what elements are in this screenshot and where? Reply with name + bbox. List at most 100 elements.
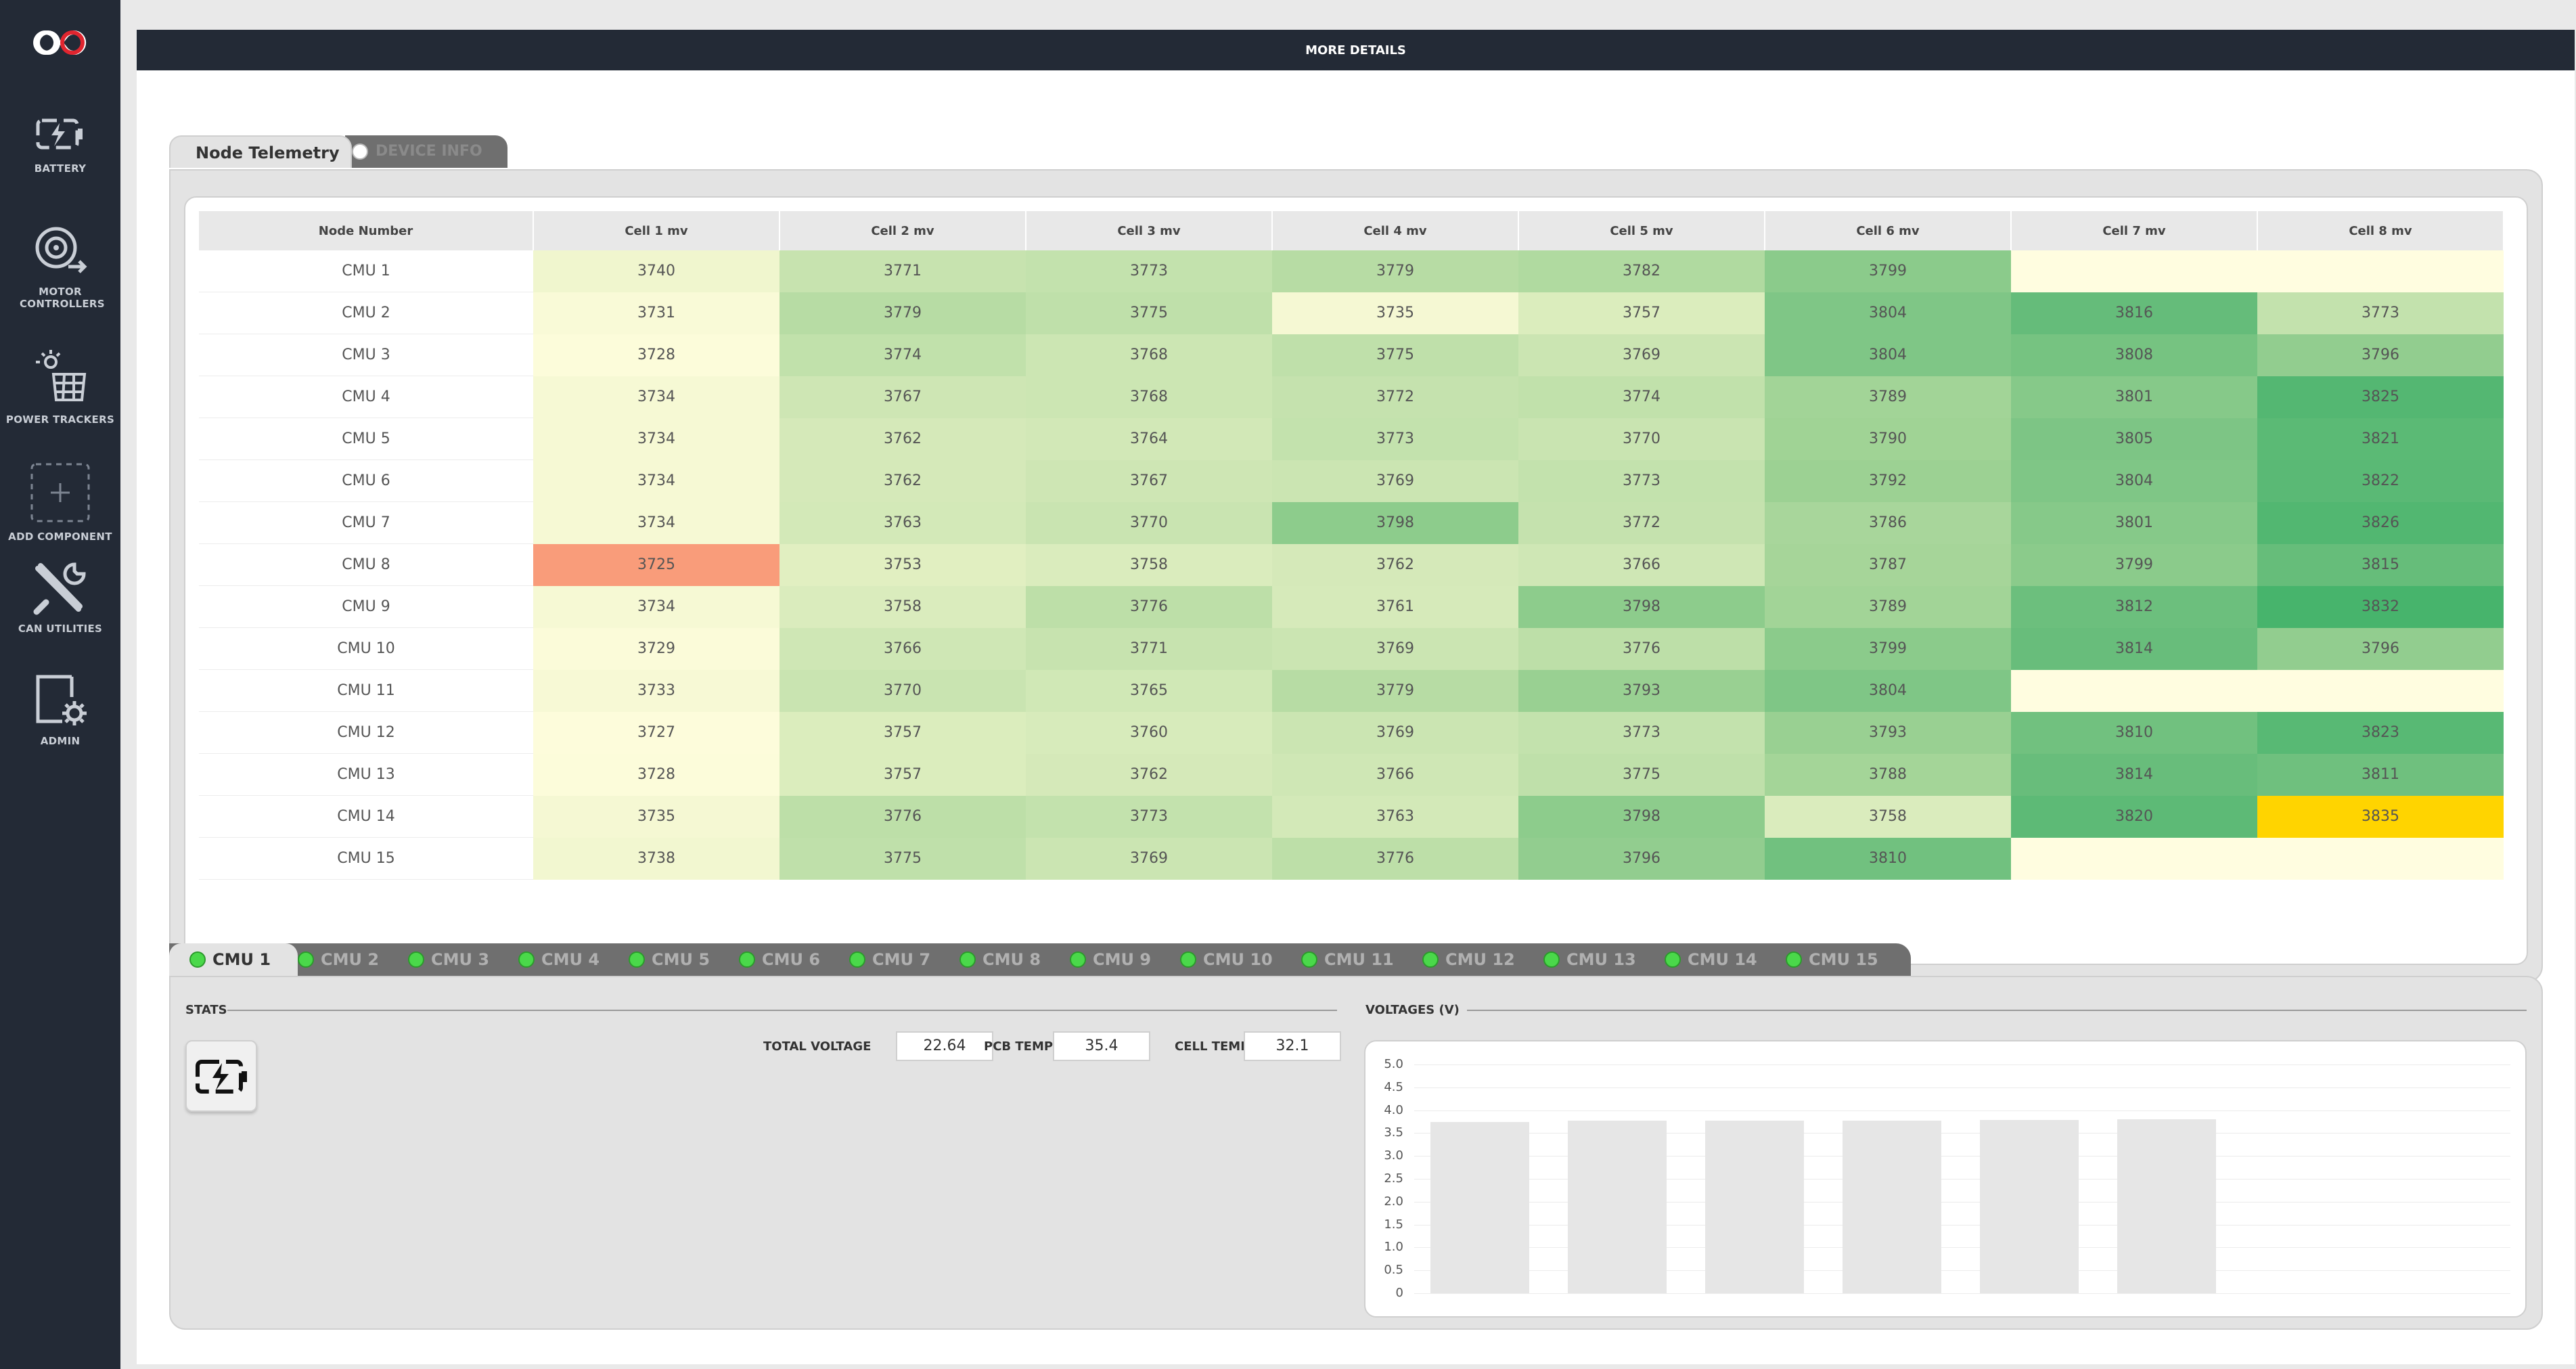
stats-divider <box>227 1010 1337 1011</box>
table-row[interactable]: CMU 8 3725 3753 3758 3762 3766 3787 3799 3815 <box>199 543 2504 586</box>
table-row[interactable]: CMU 4 3734 3767 3768 3772 3774 3789 3801 3825 <box>199 376 2504 418</box>
table-row[interactable]: CMU 2 3731 3779 3775 3735 3757 3804 3816 3773 <box>199 292 2504 334</box>
tab-cmu-8[interactable]: CMU 8 <box>959 943 1070 976</box>
voltage-bar[interactable] <box>1980 1120 2079 1293</box>
cell-voltage: 3729 <box>533 627 779 670</box>
tab-cmu-6[interactable]: CMU 6 <box>739 943 849 976</box>
cell-voltage: 3779 <box>1272 250 1518 292</box>
add-component-icon <box>0 462 120 526</box>
column-header[interactable]: Cell 2 mv <box>779 211 1026 250</box>
cell-voltage: 3773 <box>1026 795 1272 838</box>
tab-cmu-10[interactable]: CMU 10 <box>1180 943 1301 976</box>
column-header[interactable]: Cell 5 mv <box>1518 211 1765 250</box>
tab-cmu-5[interactable]: CMU 5 <box>629 943 739 976</box>
battery-charging-icon <box>0 116 120 154</box>
status-dot-icon <box>849 951 865 968</box>
voltage-bar[interactable] <box>1705 1120 1804 1293</box>
sidebar-item-add-component[interactable]: ADD COMPONENT <box>0 462 120 543</box>
cell-voltage: 3766 <box>1272 753 1518 796</box>
cell-voltage: 3735 <box>1272 292 1518 334</box>
cell-voltage: 3763 <box>779 501 1026 544</box>
table-row[interactable]: CMU 15 3738 3775 3769 3776 3796 3810 <box>199 837 2504 880</box>
voltage-bar[interactable] <box>1843 1120 1941 1293</box>
cell-voltage: 3765 <box>1026 669 1272 712</box>
status-dot-icon <box>518 951 535 968</box>
sidebar-item-power-trackers[interactable]: POWER TRACKERS <box>0 349 120 426</box>
status-dot-icon <box>408 951 424 968</box>
cell-voltage: 3731 <box>533 292 779 334</box>
app-logo-icon[interactable] <box>30 26 91 62</box>
column-header[interactable]: Cell 7 mv <box>2011 211 2258 250</box>
tools-icon <box>0 559 120 620</box>
table-row[interactable]: CMU 14 3735 3776 3773 3763 3798 3758 3820 3835 <box>199 795 2504 838</box>
cmu-tab-label: CMU 6 <box>762 950 821 969</box>
tab-cmu-14[interactable]: CMU 14 <box>1665 943 1786 976</box>
tab-cmu-1[interactable]: CMU 1 <box>169 943 298 976</box>
cell-voltage: 3787 <box>1765 543 2011 586</box>
motor-controller-icon <box>0 223 120 280</box>
column-header[interactable]: Cell 4 mv <box>1272 211 1519 250</box>
cell-voltage: 3810 <box>2011 711 2257 754</box>
table-row[interactable]: CMU 7 3734 3763 3770 3798 3772 3786 3801 3826 <box>199 501 2504 544</box>
sidebar-item-label: ADMIN <box>40 735 81 747</box>
voltage-bar[interactable] <box>1430 1122 1529 1293</box>
tab-cmu-15[interactable]: CMU 15 <box>1786 943 1907 976</box>
voltage-bar[interactable] <box>2117 1119 2216 1293</box>
column-header[interactable]: Cell 8 mv <box>2257 211 2504 250</box>
status-dot-icon <box>1665 951 1681 968</box>
table-row[interactable]: CMU 6 3734 3762 3767 3769 3773 3792 3804 3822 <box>199 459 2504 502</box>
column-header[interactable]: Node Number <box>199 211 534 250</box>
cell-voltage: 3738 <box>533 837 779 880</box>
y-tick-label: 1.5 <box>1384 1217 1403 1232</box>
cmu-panel: STATS VOLTAGES (V) TOTAL VOLTAGE 22.64 P… <box>169 976 2543 1330</box>
tab-node-telemetry[interactable]: Node Telemetry <box>169 135 352 168</box>
table-row[interactable]: CMU 13 3728 3757 3762 3766 3775 3788 3814 3811 <box>199 753 2504 796</box>
cell-voltage: 3725 <box>533 543 779 586</box>
table-row[interactable]: CMU 12 3727 3757 3760 3769 3773 3793 3810 3823 <box>199 711 2504 754</box>
more-details-bar[interactable]: MORE DETAILS <box>137 30 2575 70</box>
column-header[interactable]: Cell 6 mv <box>1765 211 2012 250</box>
cell-voltage: 3822 <box>2257 459 2504 502</box>
sidebar-item-motor-controllers[interactable]: MOTOR CONTROLLERS <box>0 223 120 310</box>
tab-cmu-4[interactable]: CMU 4 <box>518 943 629 976</box>
table-row[interactable]: CMU 11 3733 3770 3765 3779 3793 3804 <box>199 669 2504 712</box>
total-voltage-label: TOTAL VOLTAGE <box>763 1039 872 1054</box>
table-row[interactable]: CMU 5 3734 3762 3764 3773 3770 3790 3805 3821 <box>199 418 2504 460</box>
tab-cmu-11[interactable]: CMU 11 <box>1301 943 1422 976</box>
tab-cmu-2[interactable]: CMU 2 <box>298 943 408 976</box>
sidebar-item-admin[interactable]: ADMIN <box>0 673 120 747</box>
table-row[interactable]: CMU 9 3734 3758 3776 3761 3798 3789 3812 3832 <box>199 585 2504 628</box>
voltage-bar[interactable] <box>1568 1121 1667 1293</box>
cell-voltage: 3789 <box>1765 376 2011 418</box>
tab-cmu-13[interactable]: CMU 13 <box>1543 943 1665 976</box>
table-row[interactable]: CMU 1 3740 3771 3773 3779 3782 3799 <box>199 250 2504 292</box>
sidebar-item-battery[interactable]: BATTERY <box>0 116 120 175</box>
tab-cmu-12[interactable]: CMU 12 <box>1422 943 1543 976</box>
table-row[interactable]: CMU 10 3729 3766 3771 3769 3776 3799 3814 3796 <box>199 627 2504 670</box>
cell-voltage: 3804 <box>2011 459 2257 502</box>
column-header[interactable]: Cell 1 mv <box>533 211 780 250</box>
cmu-tab-label: CMU 12 <box>1445 950 1515 969</box>
tab-cmu-7[interactable]: CMU 7 <box>849 943 959 976</box>
cell-voltage: 3733 <box>533 669 779 712</box>
cell-voltage: 3798 <box>1272 501 1518 544</box>
y-tick-label: 0.5 <box>1384 1263 1403 1278</box>
table-row[interactable]: CMU 3 3728 3774 3768 3775 3769 3804 3808 3796 <box>199 334 2504 376</box>
tab-cmu-9[interactable]: CMU 9 <box>1070 943 1180 976</box>
column-header[interactable]: Cell 3 mv <box>1026 211 1273 250</box>
y-tick-label: 5.0 <box>1384 1057 1403 1071</box>
cell-voltage: 3820 <box>2011 795 2257 838</box>
status-dot-icon <box>1070 951 1086 968</box>
status-dot-icon <box>1301 951 1317 968</box>
y-tick-label: 4.5 <box>1384 1079 1403 1094</box>
y-tick-label: 4.0 <box>1384 1102 1403 1117</box>
battery-button[interactable] <box>185 1040 257 1112</box>
tab-cmu-3[interactable]: CMU 3 <box>408 943 518 976</box>
cell-voltage <box>2011 669 2257 712</box>
tab-device-info[interactable]: DEVICE INFO <box>345 135 507 168</box>
cell-voltage: 3825 <box>2257 376 2504 418</box>
cell-voltage: 3757 <box>1518 292 1765 334</box>
main-area: MORE DETAILS DEVICE INFO Node Telemetry … <box>137 0 2576 1369</box>
cell-voltage: 3769 <box>1518 334 1765 376</box>
sidebar-item-can-utilities[interactable]: CAN UTILITIES <box>0 559 120 635</box>
